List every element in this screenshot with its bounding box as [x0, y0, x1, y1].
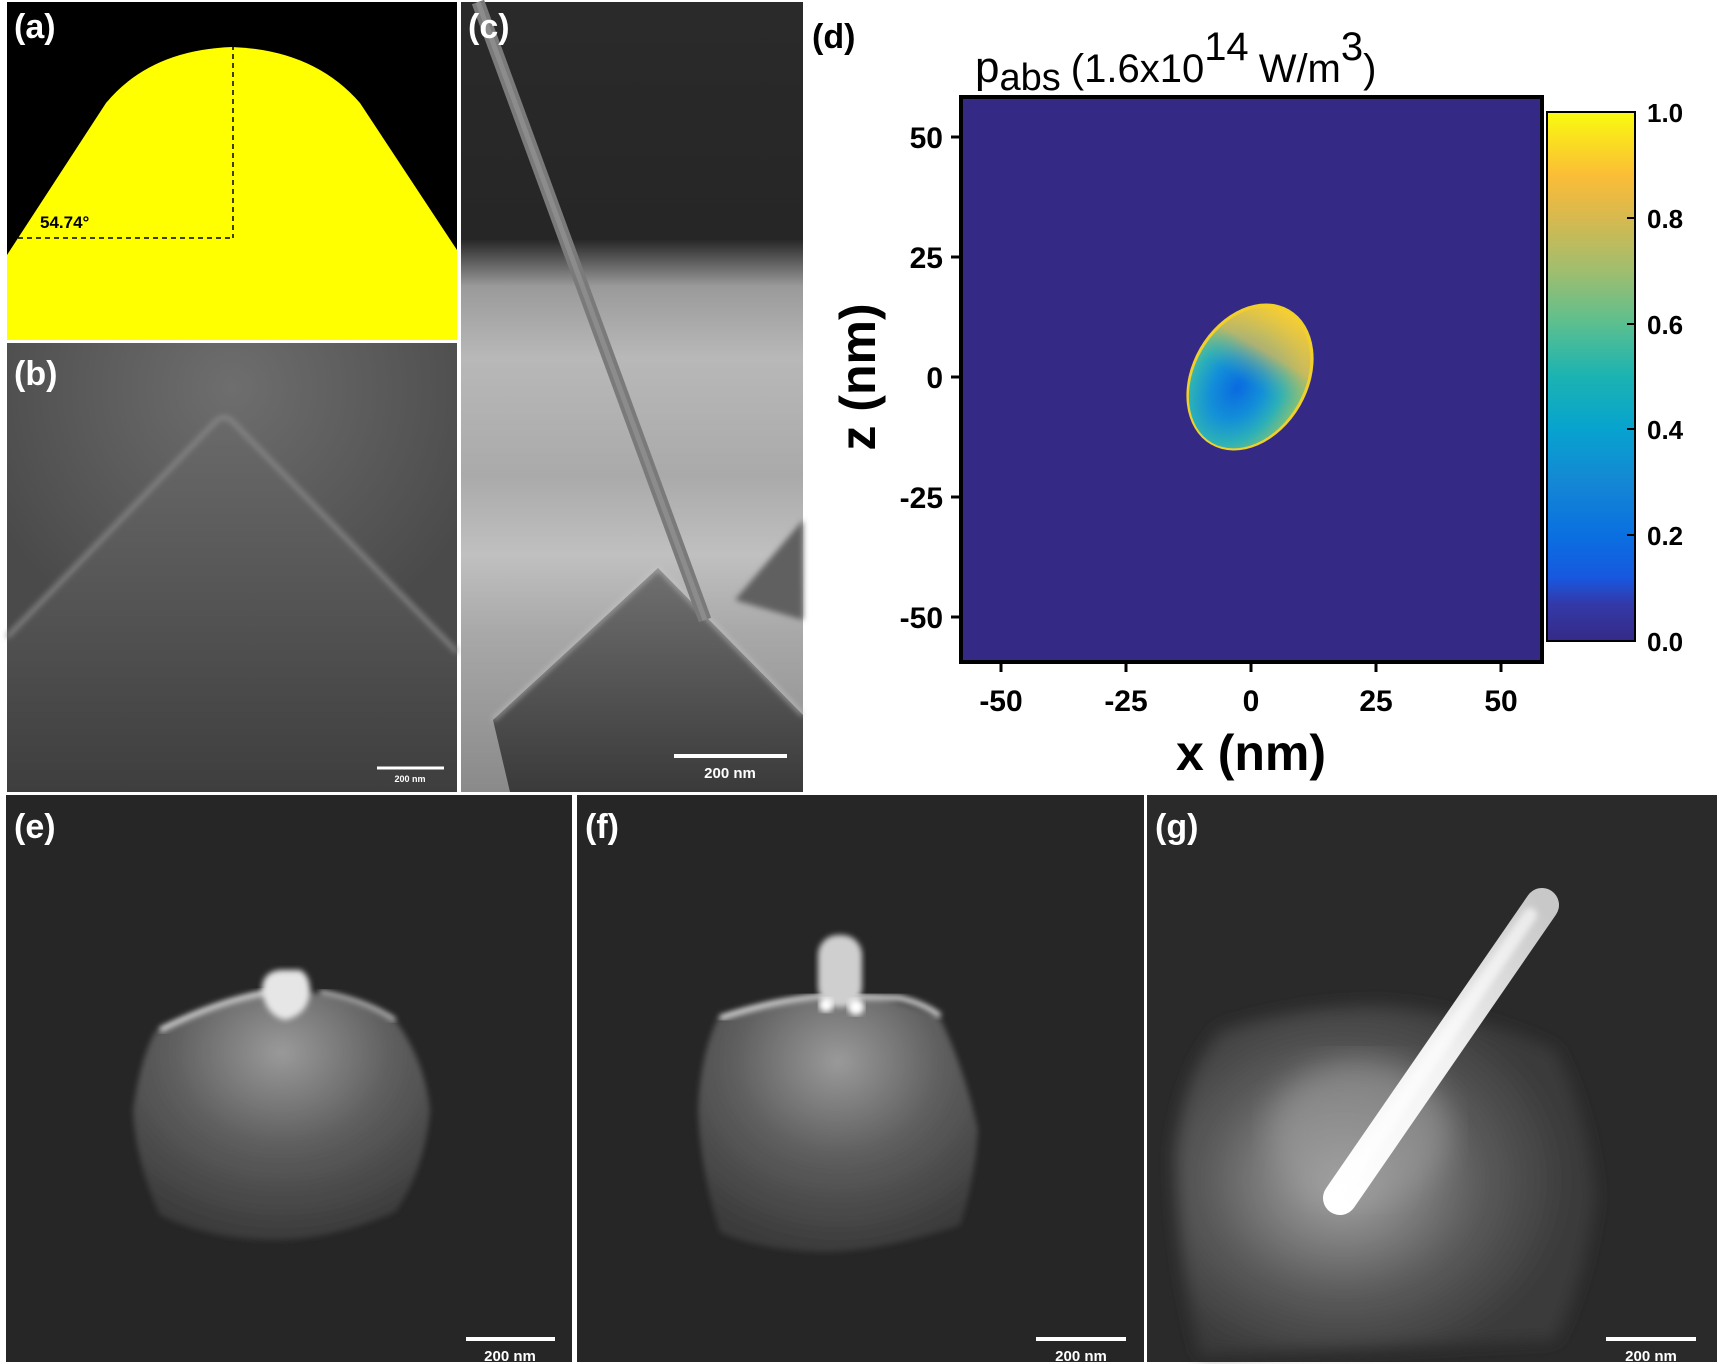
panel-a: 54.74° (a) [7, 2, 457, 340]
x-axis-title: x (nm) [1176, 725, 1326, 781]
nanorod-highlight [1338, 908, 1537, 1192]
y-tick-label: 50 [910, 122, 943, 155]
colorbar-tick-label: 0.6 [1647, 310, 1683, 340]
x-tick-label: -50 [979, 685, 1022, 718]
title-main: p [975, 43, 999, 92]
scale-bar-label: 200 nm [1625, 1348, 1677, 1364]
x-tick-label: 50 [1484, 685, 1517, 718]
particle-body [133, 990, 430, 1240]
pyramid-sem [7, 417, 457, 792]
nanorod-stub [262, 970, 310, 1020]
panel-g-label: (g) [1155, 808, 1198, 846]
panel-c-label: (c) [468, 8, 510, 46]
x-tick-label: 0 [1243, 685, 1260, 718]
title-close: ) [1363, 47, 1376, 91]
panel-e: 200 nm (e) [6, 795, 572, 1364]
panel-d: (d) pabs (1.6x1014 W/m3) 50 25 0 -25 -50 z… [812, 18, 1684, 781]
scale-bar-label: 200 nm [484, 1348, 536, 1364]
absorption-hotspot [1186, 303, 1314, 451]
title-subscript: abs [999, 57, 1060, 99]
particle-body [698, 998, 978, 1252]
panel-b: 200 nm (b) [5, 343, 459, 792]
y-tick-label: -25 [900, 482, 943, 515]
scale-bar-label: 200 nm [394, 774, 425, 784]
panel-d-label: (d) [812, 18, 855, 56]
colorbar: 1.0 0.8 0.6 0.4 0.2 0.0 [1546, 98, 1684, 657]
pyramid-edge-glow [5, 415, 459, 654]
panel-f-label: (f) [585, 808, 619, 846]
y-tick-label: -50 [900, 602, 943, 635]
x-tick-label: -25 [1104, 685, 1147, 718]
plot-title: pabs (1.6x1014 W/m3) [975, 25, 1376, 99]
panel-a-label: (a) [14, 8, 56, 46]
nanowire-highlight [475, 1, 708, 621]
y-tick-label: 25 [910, 242, 943, 275]
y-axis: 50 25 0 -25 -50 z (nm) [830, 122, 961, 635]
panel-f: 200 nm (f) [577, 795, 1144, 1364]
colorbar-tick-label: 0.4 [1647, 415, 1684, 445]
panel-e-label: (e) [14, 808, 56, 846]
colorbar-tick-label: 0.2 [1647, 521, 1683, 551]
neighbor-pyramid [735, 520, 803, 620]
panel-g: 200 nm (g) [1147, 795, 1717, 1364]
hotspot-top-gradient [1189, 306, 1311, 448]
title-exponent: 14 [1204, 25, 1249, 69]
y-tick-label: 0 [926, 362, 943, 395]
title-open: (1.6x10 [1071, 47, 1204, 91]
x-axis: -50 -25 0 25 50 x (nm) [979, 662, 1518, 781]
pyramid-sem [493, 568, 803, 792]
hotspot-glow [819, 998, 833, 1012]
colorbar-tick-label: 1.0 [1647, 98, 1683, 128]
colorbar-gradient [1546, 111, 1636, 642]
particle-edge-highlight [158, 989, 271, 1033]
x-tick-label: 25 [1359, 685, 1392, 718]
hotspot-glow [848, 999, 864, 1015]
colorbar-tick-label: 0.8 [1647, 204, 1683, 234]
panel-c: 200 nm (c) [461, 0, 804, 792]
particle-edge-highlight [319, 990, 397, 1022]
angle-label: 54.74° [40, 213, 90, 232]
nanorod [818, 935, 862, 1007]
title-unit: W/m [1259, 47, 1341, 91]
y-axis-title: z (nm) [830, 303, 886, 450]
pyramid-edge-glow [492, 566, 804, 721]
scale-bar-label: 200 nm [704, 765, 756, 782]
panel-b-label: (b) [14, 355, 57, 393]
pyramid-cross-section [7, 47, 457, 340]
title-unit-exponent: 3 [1341, 25, 1363, 69]
scale-bar-label: 200 nm [1055, 1348, 1107, 1364]
colorbar-tick-label: 0.0 [1647, 627, 1683, 657]
